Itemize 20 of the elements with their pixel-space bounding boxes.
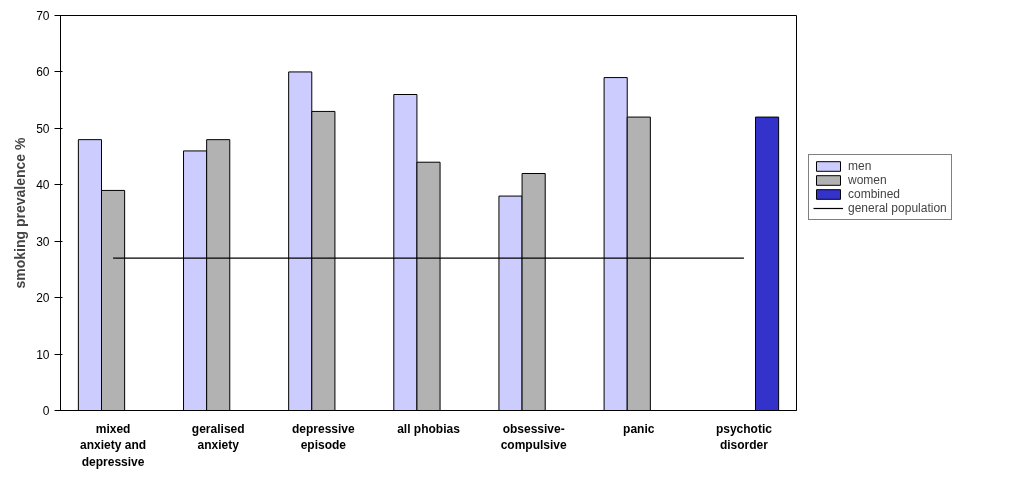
y-tick-label: 70 <box>36 9 50 23</box>
y-tick-label: 50 <box>36 121 50 136</box>
y-axis-title: smoking prevalence % <box>12 136 29 289</box>
legend-label: men <box>848 159 872 173</box>
y-tick-label: 10 <box>36 347 50 362</box>
x-tick-label: depressive episode <box>292 421 356 453</box>
x-tick-label: geralised anxiety <box>191 421 245 453</box>
legend-label: women <box>848 173 887 187</box>
y-tick-label: 40 <box>36 178 50 193</box>
x-tick-label: all phobias <box>397 421 461 436</box>
x-tick-label: mixed anxiety and depressive <box>80 421 147 470</box>
y-tick-label: 20 <box>36 291 50 306</box>
x-tick-label: panic <box>623 421 655 436</box>
x-tick-label: obsessive-compulsive <box>500 421 567 453</box>
y-tick-label: 30 <box>36 234 50 249</box>
y-tick-label: 0 <box>42 404 50 418</box>
x-tick-label: psychotic disorder <box>715 421 773 453</box>
legend-label: general population <box>848 201 947 215</box>
y-tick-label: 60 <box>36 65 50 80</box>
legend-label: combined <box>848 187 901 201</box>
